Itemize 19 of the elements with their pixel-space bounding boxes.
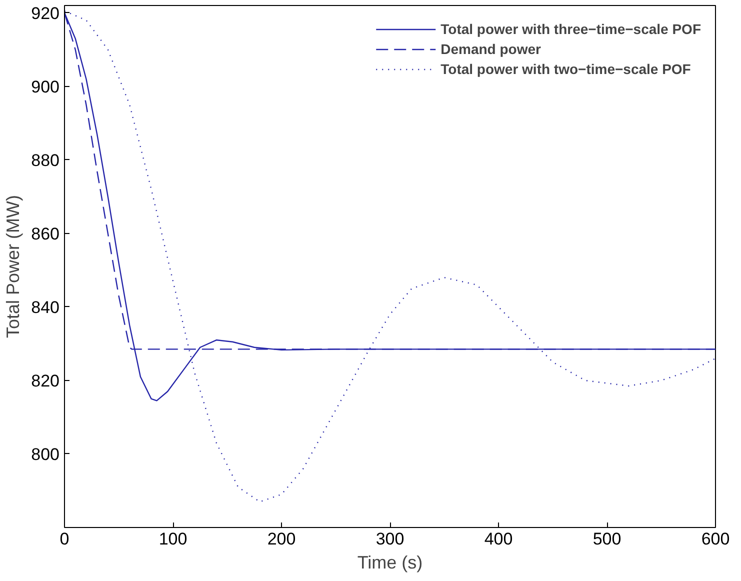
y-tick-label: 860 (31, 224, 60, 244)
x-tick-label: 600 (701, 530, 730, 548)
y-axis-title: Total Power (MW) (3, 194, 24, 338)
x-tick-label: 200 (267, 530, 296, 548)
y-tick-label: 800 (31, 444, 60, 464)
legend-label: Total power with two−time−scale POF (440, 61, 691, 77)
x-tick-label: 400 (484, 530, 513, 548)
y-tick-label: 880 (31, 150, 60, 170)
x-tick-label: 0 (60, 530, 70, 548)
y-tick-label: 840 (31, 298, 60, 317)
x-tick-label: 500 (592, 530, 622, 548)
x-axis-title: Time (s) (357, 552, 423, 572)
legend-label: Total power with three−time−scale POF (440, 21, 701, 37)
y-tick-label: 920 (31, 4, 60, 23)
legend-label: Demand power (440, 41, 541, 57)
y-tick-label: 820 (31, 371, 60, 390)
y-tick-label: 900 (31, 77, 60, 96)
x-tick-label: 100 (158, 530, 188, 548)
x-tick-label: 300 (376, 530, 404, 548)
